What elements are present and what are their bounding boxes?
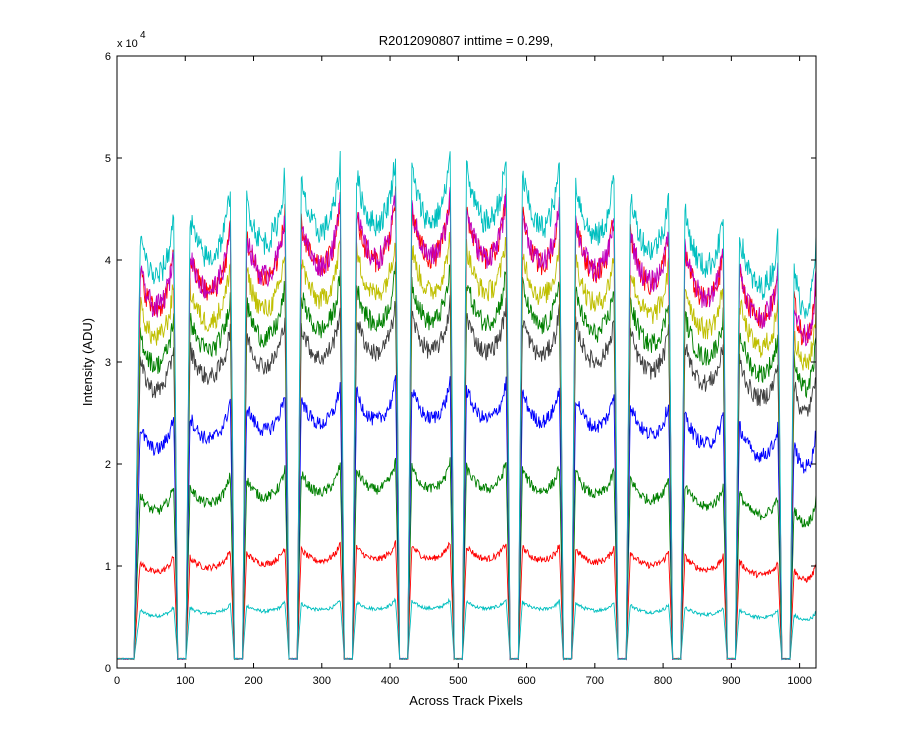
series-line-10 [116,151,817,661]
x-tick-label: 1000 [787,675,811,687]
y-multiplier-exponent: 4 [140,30,146,41]
x-tick-label: 400 [381,675,399,687]
x-tick-label: 100 [176,675,194,687]
chart-title: R2012090807 inttime = 0.299, [379,33,554,48]
x-tick-label: 500 [449,675,467,687]
y-tick-label: 3 [105,357,111,369]
x-tick-label: 800 [654,675,672,687]
x-tick-label: 900 [722,675,740,687]
x-tick-label: 200 [244,675,262,687]
x-tick-label: 300 [313,675,331,687]
y-tick-label: 1 [105,561,111,573]
y-axis-label: Intensity (ADU) [80,318,95,406]
axis-ticks: 0 100 200 300 400 500 600 700 800 900 1000 0 1 2 3 4 5 6 [105,51,816,687]
x-tick-label: 600 [517,675,535,687]
y-tick-label: 0 [105,663,111,675]
plot-lines [116,151,817,661]
y-tick-label: 6 [105,51,111,63]
y-multiplier-label: x 10 [117,38,138,50]
x-axis-label: Across Track Pixels [409,693,523,708]
series-line-1 [116,597,817,661]
y-tick-label: 5 [105,153,111,165]
y-tick-label: 2 [105,459,111,471]
y-tick-label: 4 [105,255,111,267]
x-tick-label: 700 [586,675,604,687]
x-tick-label: 0 [114,675,120,687]
